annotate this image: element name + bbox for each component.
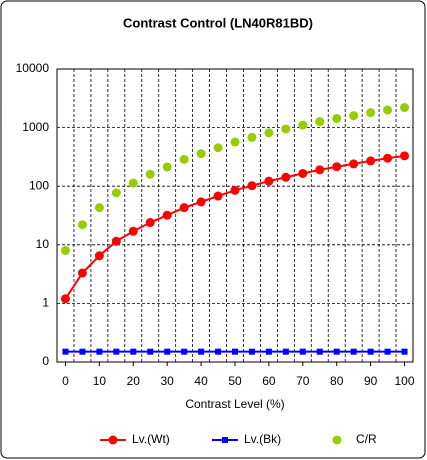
y-tick-label: 1 [42, 296, 49, 310]
chart-title: Contrast Control (LN40R81BD) [123, 15, 313, 30]
marker [247, 181, 257, 191]
marker [196, 197, 206, 207]
marker [299, 348, 306, 355]
marker [230, 185, 240, 195]
marker [281, 172, 291, 182]
marker [145, 169, 155, 179]
marker [128, 178, 138, 188]
marker [111, 236, 121, 246]
marker [349, 159, 359, 169]
legend-marker [108, 435, 118, 445]
legend-marker [332, 435, 342, 445]
marker [383, 105, 393, 115]
marker [265, 348, 272, 355]
marker [332, 162, 342, 172]
marker [113, 348, 120, 355]
marker [332, 113, 342, 123]
marker [77, 268, 87, 278]
marker [196, 149, 206, 159]
y-tick-label: 1000 [22, 120, 49, 134]
marker [181, 348, 188, 355]
marker [316, 348, 323, 355]
marker [350, 348, 357, 355]
marker [162, 210, 172, 220]
marker [400, 103, 410, 113]
marker [213, 191, 223, 201]
marker [315, 117, 325, 127]
marker [96, 348, 103, 355]
x-tick-label: 0 [62, 374, 69, 388]
marker [128, 226, 138, 236]
x-tick-label: 100 [395, 374, 415, 388]
x-axis-label: Contrast Level (%) [185, 397, 284, 411]
marker [248, 348, 255, 355]
x-tick-label: 40 [194, 374, 208, 388]
legend-label: Lv.(Bk) [244, 432, 281, 446]
marker [94, 251, 104, 261]
marker [383, 153, 393, 163]
marker [384, 348, 391, 355]
marker [60, 245, 70, 255]
marker [298, 168, 308, 178]
legend-label: C/R [356, 432, 377, 446]
x-tick-label: 80 [330, 374, 344, 388]
marker [264, 176, 274, 186]
marker [94, 203, 104, 213]
x-tick-label: 70 [296, 374, 310, 388]
y-tick-label: 100 [29, 178, 49, 192]
legend-marker [222, 437, 228, 443]
y-tick-label: 10 [36, 237, 50, 251]
marker [215, 348, 222, 355]
marker [281, 124, 291, 134]
marker [111, 188, 121, 198]
marker [79, 348, 86, 355]
marker [162, 162, 172, 172]
marker [77, 220, 87, 230]
marker [333, 348, 340, 355]
marker [366, 108, 376, 118]
marker [198, 348, 205, 355]
marker [230, 137, 240, 147]
x-tick-label: 60 [262, 374, 276, 388]
legend-label: Lv.(Wt) [132, 432, 170, 446]
marker [247, 132, 257, 142]
x-tick-label: 50 [228, 374, 242, 388]
marker [147, 348, 154, 355]
y-tick-label: 0 [42, 354, 49, 368]
marker [145, 218, 155, 228]
marker [315, 165, 325, 175]
y-tick-label: 10000 [16, 61, 50, 75]
marker [62, 348, 69, 355]
marker [367, 348, 374, 355]
x-tick-label: 30 [161, 374, 175, 388]
marker [60, 294, 70, 304]
marker [164, 348, 171, 355]
x-tick-label: 20 [127, 374, 141, 388]
marker [213, 143, 223, 153]
marker [179, 203, 189, 213]
x-tick-label: 90 [364, 374, 378, 388]
marker [179, 154, 189, 164]
marker [366, 156, 376, 166]
marker [401, 348, 408, 355]
marker [349, 111, 359, 121]
x-tick-label: 10 [93, 374, 107, 388]
marker [400, 151, 410, 161]
marker [282, 348, 289, 355]
marker [130, 348, 137, 355]
marker [232, 348, 238, 355]
marker [298, 120, 308, 130]
marker [264, 128, 274, 138]
